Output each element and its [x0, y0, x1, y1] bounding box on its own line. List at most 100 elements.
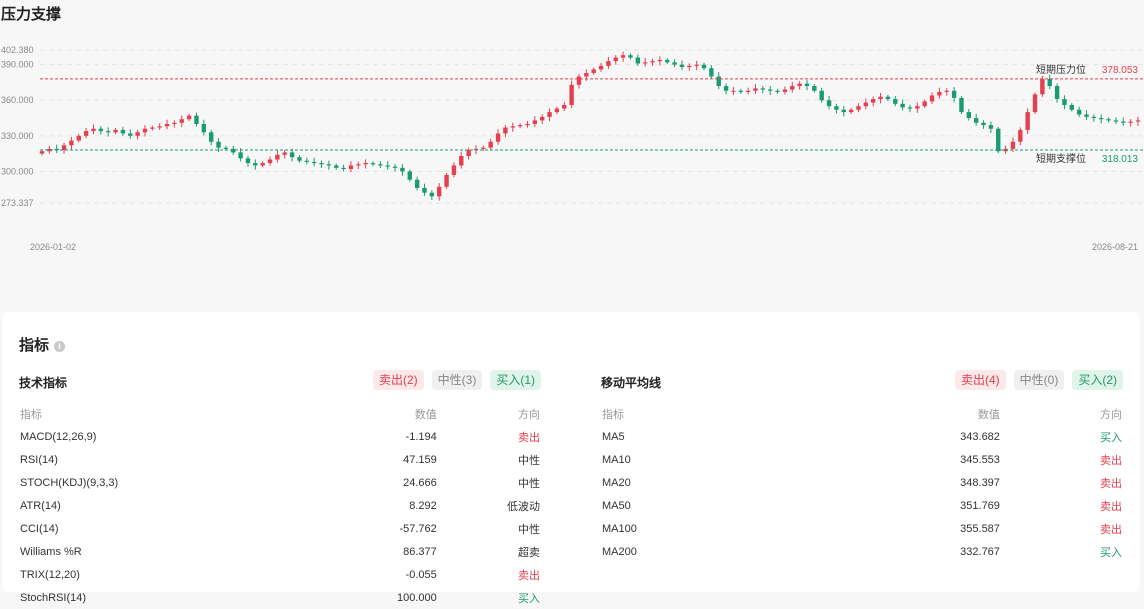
candle-body [304, 160, 310, 162]
indicator-direction: 中性 [518, 477, 540, 490]
technical-buy-badge[interactable]: 买入(1) [490, 370, 541, 390]
candle-body [437, 186, 442, 197]
candle-body [150, 127, 155, 129]
col-name-header: 指标 [20, 408, 42, 421]
candle-body [1018, 129, 1023, 142]
candle-body [179, 119, 184, 123]
indicator-value: 24.666 [403, 476, 437, 489]
candle-body [69, 140, 74, 146]
candle-body [113, 129, 118, 133]
candle-body [826, 100, 832, 107]
x-start-label: 2026-01-02 [30, 242, 76, 252]
col-direction-header: 方向 [1100, 408, 1122, 421]
candle-body [326, 164, 332, 166]
candle-body [944, 90, 949, 92]
candle-body [164, 123, 170, 127]
indicator-value: 351.769 [960, 499, 1000, 512]
candle-body [665, 59, 670, 63]
support-value: 318.013 [1102, 154, 1139, 165]
candle-body [848, 109, 854, 113]
indicator-value: 8.292 [409, 499, 437, 512]
indicator-value: 332.767 [960, 545, 1000, 558]
y-tick-label: 330.000 [1, 131, 34, 141]
candle-body [517, 125, 523, 127]
candle-body [782, 89, 788, 92]
candle-body [201, 123, 207, 133]
candle-body [1113, 120, 1119, 122]
candle-body [503, 127, 508, 134]
technical-title: 技术指标 [19, 376, 68, 390]
candle-body [576, 76, 582, 85]
candlestick-chart[interactable]: 402.380 390.000 360.000 330.000 300.000 273.3… [0, 30, 1144, 255]
candle-body [841, 109, 846, 113]
col-value-header: 数值 [414, 408, 437, 421]
candle-body [275, 154, 280, 160]
info-icon[interactable]: i [54, 341, 66, 352]
indicator-direction: 超卖 [518, 546, 540, 559]
panel-title: 指标 i [19, 334, 66, 355]
candle-body [679, 64, 685, 68]
table-row: StochRSI(14) 100.000 买入 [19, 586, 541, 609]
technical-neutral-badge[interactable]: 中性(3) [431, 370, 483, 390]
candle-body [1121, 121, 1126, 123]
ma-neutral-badge[interactable]: 中性(0) [1013, 370, 1065, 390]
candle-body [804, 83, 810, 87]
candle-body [657, 59, 663, 62]
indicator-name: RSI(14) [20, 453, 58, 466]
candle-body [569, 84, 574, 105]
candle-body [547, 112, 552, 117]
table-row: MA50 351.769 卖出 [601, 494, 1123, 517]
indicator-name: CCI(14) [20, 522, 59, 535]
candle-body [797, 83, 802, 87]
indicator-name: ATR(14) [20, 499, 61, 512]
col-name-header: 指标 [602, 408, 624, 421]
candle-body [334, 165, 339, 168]
candle-body [900, 103, 905, 108]
indicator-value: 47.159 [403, 453, 437, 466]
candle-body [723, 86, 729, 91]
table-row: STOCH(KDJ)(9,3,3) 24.666 中性 [19, 471, 541, 494]
indicator-panel: 指标 i 技术指标 卖出(2) 中性(3) 买入(1) 指标 数值 方向 MACD… [2, 312, 1140, 605]
panel-title-text: 指标 [19, 337, 50, 354]
candle-body [709, 68, 714, 77]
candle-body [370, 163, 376, 165]
support-label: 短期支撑位 [1036, 152, 1086, 165]
candle-body [267, 159, 273, 164]
candle-body [1128, 121, 1133, 123]
indicator-value: 86.377 [403, 545, 437, 558]
y-tick-label: 273.337 [1, 198, 34, 208]
indicator-direction: 卖出 [518, 431, 540, 444]
candle-body [1010, 141, 1016, 149]
candle-body [620, 55, 626, 58]
candle-body [973, 118, 979, 123]
candle-body [996, 128, 1001, 152]
moving-average-table: 指标 数值 方向 MA5 343.682 买入 MA10 345.553 卖出 MA20 34… [601, 402, 1123, 563]
candle-body [495, 133, 501, 142]
candle-body [260, 163, 265, 166]
candle-body [951, 90, 957, 98]
ma-buy-badge[interactable]: 买入(2) [1072, 370, 1123, 390]
candle-body [451, 165, 457, 175]
indicator-direction: 低波动 [507, 500, 540, 513]
technical-sell-badge[interactable]: 卖出(2) [372, 370, 424, 390]
candle-body [959, 97, 964, 113]
candle-body [83, 131, 89, 136]
candle-body [1135, 120, 1141, 122]
candle-body [231, 148, 236, 153]
indicator-name: TRIX(12,20) [20, 568, 80, 581]
candle-body [1084, 114, 1089, 117]
ma-sell-badge[interactable]: 卖出(4) [954, 370, 1006, 390]
indicator-direction: 中性 [518, 454, 540, 467]
candle-body [745, 90, 751, 92]
candle-body [297, 157, 302, 161]
indicator-direction: 卖出 [1100, 523, 1122, 536]
candle-body [598, 65, 604, 70]
candle-body [1099, 118, 1104, 120]
candle-body [245, 158, 251, 164]
y-tick-label: 390.000 [1, 60, 34, 70]
candle-body [863, 102, 869, 107]
indicator-name: MA10 [602, 453, 631, 466]
indicator-value: 345.553 [960, 453, 1000, 466]
candle-body [1106, 119, 1111, 121]
candle-body [907, 107, 913, 109]
